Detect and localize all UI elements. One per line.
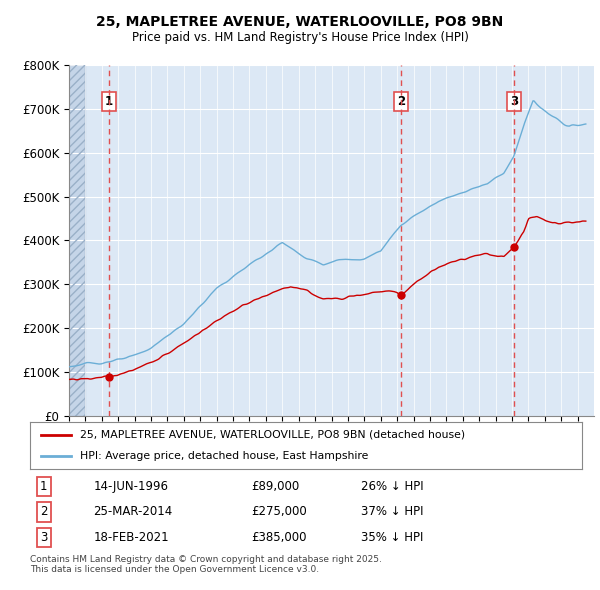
Text: 3: 3 — [40, 531, 47, 544]
Text: 3: 3 — [510, 95, 518, 108]
Text: Contains HM Land Registry data © Crown copyright and database right 2025.
This d: Contains HM Land Registry data © Crown c… — [30, 555, 382, 574]
Text: 1: 1 — [105, 95, 113, 108]
Text: 25, MAPLETREE AVENUE, WATERLOOVILLE, PO8 9BN (detached house): 25, MAPLETREE AVENUE, WATERLOOVILLE, PO8… — [80, 430, 465, 440]
Text: HPI: Average price, detached house, East Hampshire: HPI: Average price, detached house, East… — [80, 451, 368, 461]
Text: 1: 1 — [40, 480, 47, 493]
Text: 2: 2 — [397, 95, 405, 108]
Text: 25-MAR-2014: 25-MAR-2014 — [94, 505, 173, 519]
Text: 25, MAPLETREE AVENUE, WATERLOOVILLE, PO8 9BN: 25, MAPLETREE AVENUE, WATERLOOVILLE, PO8… — [97, 15, 503, 29]
Text: 2: 2 — [40, 505, 47, 519]
Text: 35% ↓ HPI: 35% ↓ HPI — [361, 531, 424, 544]
Text: 14-JUN-1996: 14-JUN-1996 — [94, 480, 169, 493]
Bar — [69, 65, 85, 416]
Text: 18-FEB-2021: 18-FEB-2021 — [94, 531, 169, 544]
Text: 37% ↓ HPI: 37% ↓ HPI — [361, 505, 424, 519]
Text: £385,000: £385,000 — [251, 531, 307, 544]
Text: £89,000: £89,000 — [251, 480, 299, 493]
Bar — [69, 65, 85, 416]
Text: Price paid vs. HM Land Registry's House Price Index (HPI): Price paid vs. HM Land Registry's House … — [131, 31, 469, 44]
Text: £275,000: £275,000 — [251, 505, 307, 519]
Text: 26% ↓ HPI: 26% ↓ HPI — [361, 480, 424, 493]
